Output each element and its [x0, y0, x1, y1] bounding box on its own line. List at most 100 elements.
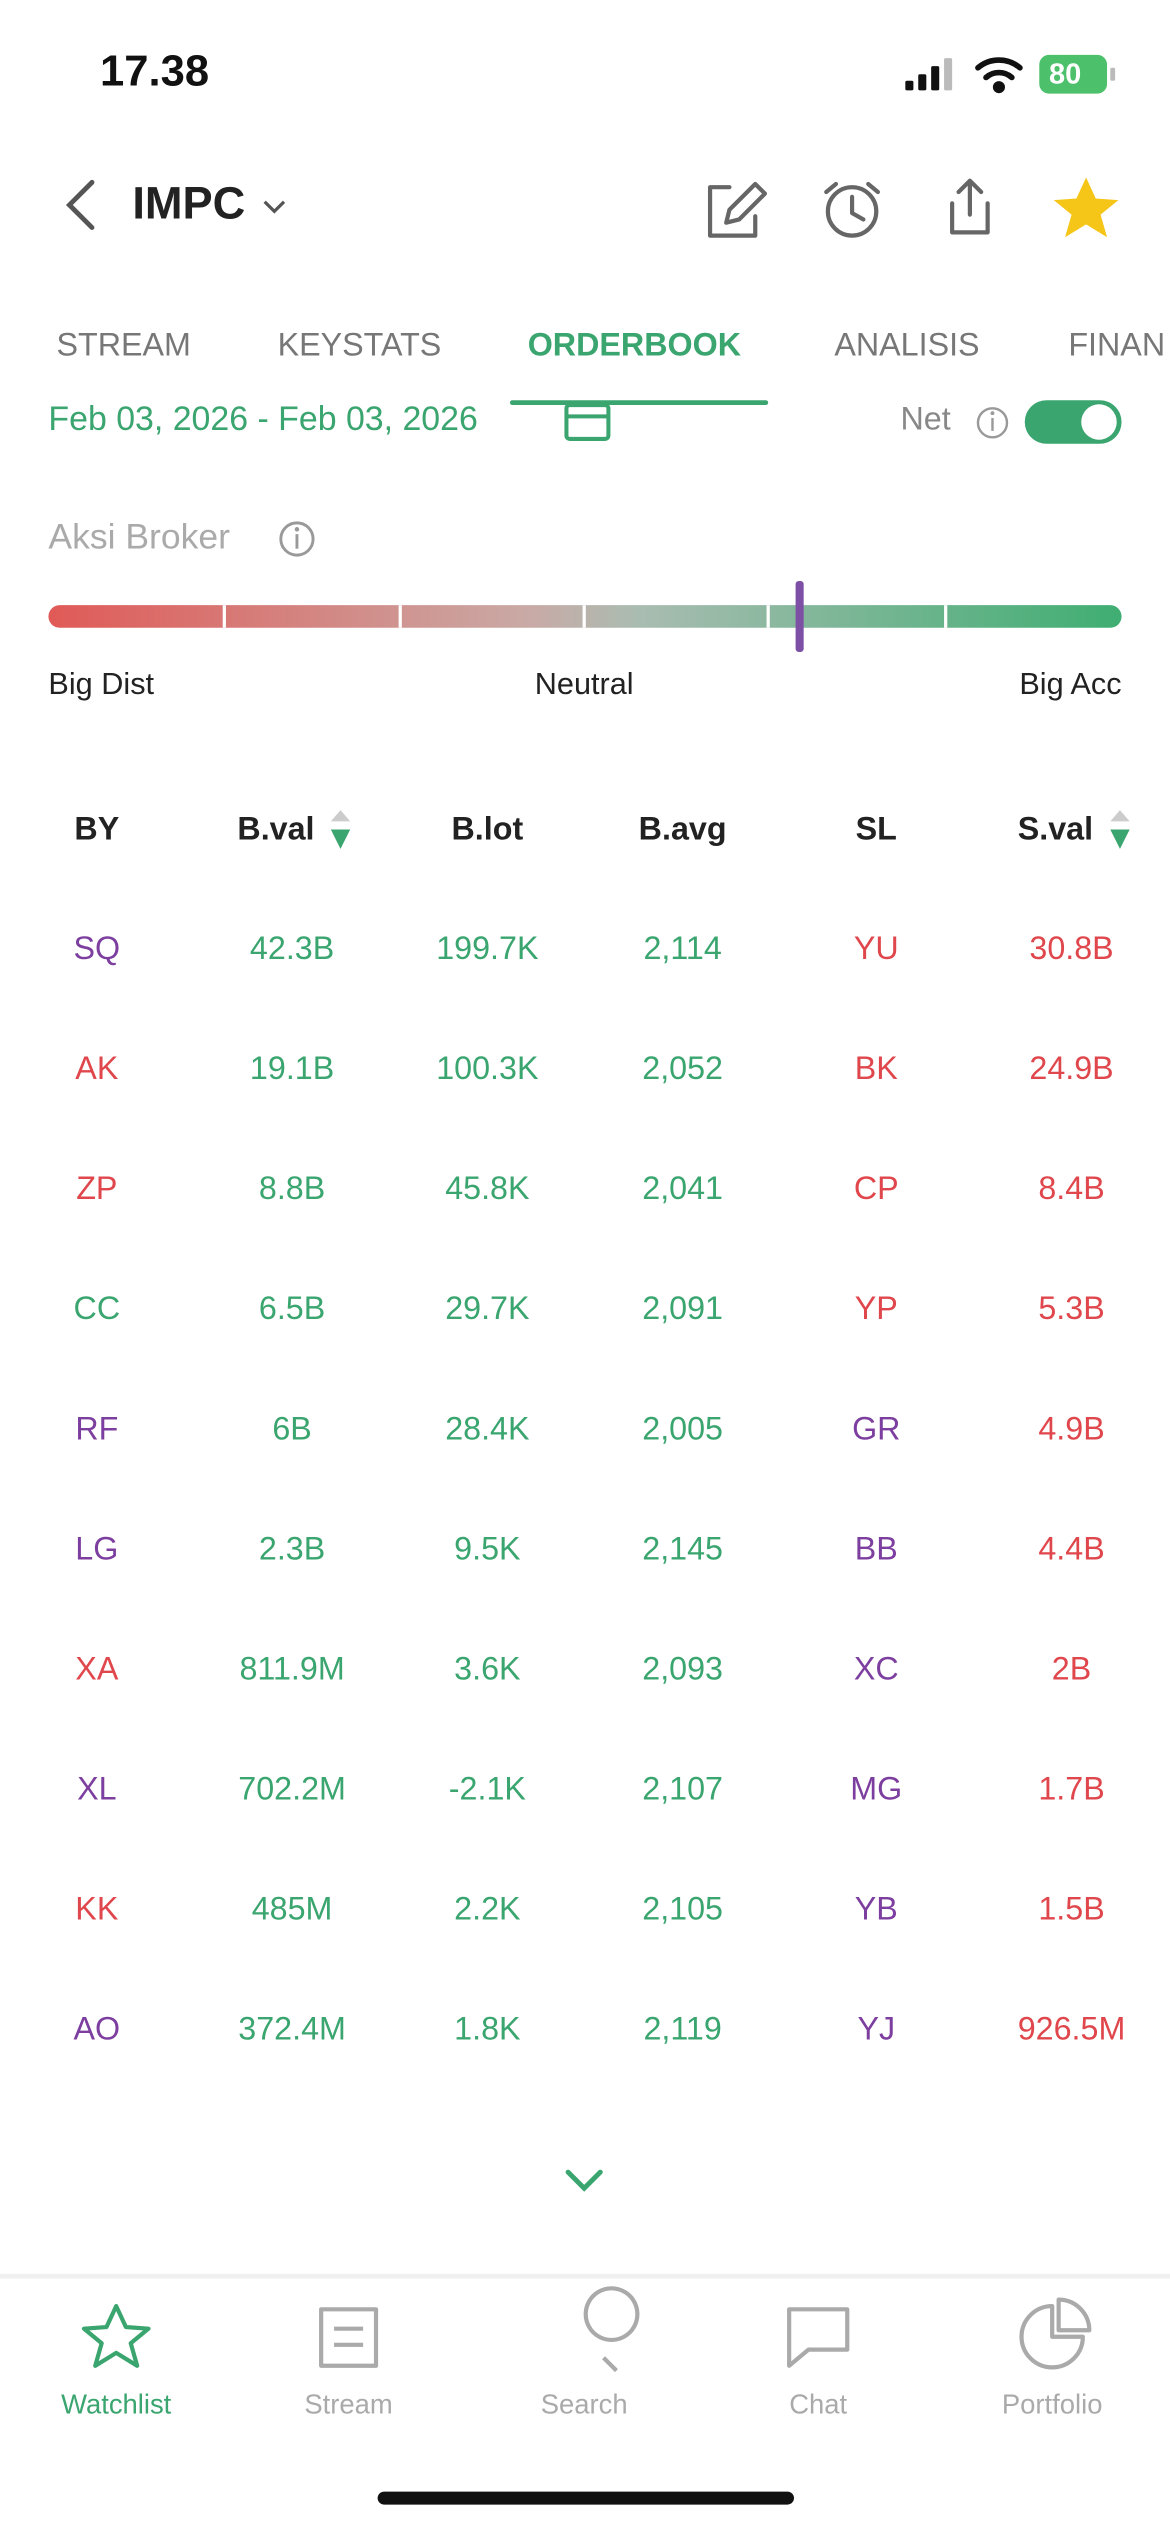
broker-code[interactable]: MG [850, 1770, 902, 1806]
expand-button[interactable] [565, 2169, 603, 2192]
broker-code[interactable]: SQ [74, 930, 121, 966]
cell: 1.8K [454, 2011, 521, 2047]
broker-code[interactable]: GR [852, 1410, 900, 1446]
battery [1039, 54, 1108, 94]
nav-icon[interactable] [319, 2307, 379, 2368]
broker-code[interactable]: KK [75, 1891, 119, 1927]
signal [905, 58, 953, 91]
column-header[interactable]: S.val [1018, 811, 1093, 847]
cell: 1.7B [1038, 1770, 1104, 1806]
cell: 2,119 [643, 2011, 721, 2047]
cell: 2,145 [642, 1530, 723, 1566]
cell: -2.1K [449, 1770, 527, 1806]
aksi-marker [795, 580, 804, 652]
battery-tip [1110, 67, 1116, 81]
cell: 2,091 [642, 1290, 723, 1326]
cell: 29.7K [445, 1290, 530, 1326]
cell: 45.8K [445, 1170, 530, 1206]
info-icon [976, 407, 1009, 439]
column-header: SL [856, 811, 897, 847]
tab[interactable]: FINAN [1068, 326, 1165, 362]
cell: 3.6K [454, 1650, 521, 1686]
aksi-left: Big Dist [48, 667, 154, 701]
cell: 702.2M [238, 1770, 346, 1806]
cell: 8.4B [1038, 1170, 1104, 1206]
cell: 5.3B [1038, 1290, 1104, 1326]
net-label: Net [900, 401, 950, 437]
cell: 2B [1052, 1650, 1091, 1686]
cell: 2,107 [642, 1770, 723, 1806]
nav-label[interactable]: Search [541, 2388, 628, 2419]
aksi-separators [222, 605, 948, 628]
broker-code[interactable]: AO [74, 2011, 121, 2047]
sort-icon[interactable] [1110, 810, 1130, 822]
tab-underline [509, 400, 769, 406]
date-range[interactable]: Feb 03, 2026 - Feb 03, 2026 [48, 400, 477, 438]
broker-code[interactable]: XA [75, 1650, 119, 1686]
nav-icon[interactable] [81, 2303, 151, 2368]
column-header: B.lot [452, 811, 524, 847]
nav-label[interactable]: Watchlist [61, 2388, 172, 2419]
nav-icon[interactable] [1019, 2297, 1092, 2370]
column-header: B.avg [639, 811, 727, 847]
calendar-icon[interactable] [564, 403, 611, 441]
tab[interactable]: ORDERBOOK [528, 326, 741, 362]
toggle-knob [1081, 404, 1117, 440]
favorite-star[interactable] [1053, 177, 1119, 238]
broker-code[interactable]: LG [75, 1530, 118, 1566]
column-header[interactable]: B.val [237, 811, 314, 847]
broker-code[interactable]: YP [855, 1290, 898, 1326]
cell: 6.5B [259, 1290, 325, 1326]
cell: 811.9M [239, 1650, 344, 1686]
broker-code[interactable]: BB [855, 1530, 898, 1566]
cell: 2,005 [642, 1410, 723, 1446]
tab[interactable]: STREAM [56, 326, 190, 362]
edit-icon[interactable] [707, 181, 768, 238]
broker-code[interactable]: XL [77, 1770, 116, 1806]
wifi [975, 57, 1023, 94]
sort-icon[interactable] [330, 810, 351, 822]
net-toggle[interactable] [1024, 400, 1122, 444]
cell: 28.4K [445, 1410, 530, 1446]
nav-icon[interactable] [583, 2286, 640, 2373]
broker-code[interactable]: YJ [857, 2011, 895, 2047]
cell: 6B [272, 1410, 311, 1446]
broker-code[interactable]: YU [854, 930, 899, 966]
nav-icon[interactable] [787, 2307, 850, 2368]
tab[interactable]: KEYSTATS [278, 326, 442, 362]
cell: 19.1B [250, 1050, 334, 1086]
alarm-icon[interactable] [824, 181, 880, 238]
nav-label[interactable]: Chat [789, 2388, 847, 2419]
broker-code[interactable]: RF [75, 1410, 118, 1446]
cell: 2,114 [643, 930, 721, 966]
cell: 42.3B [250, 930, 334, 966]
broker-code[interactable]: BK [855, 1050, 899, 1086]
cell: 8.8B [259, 1170, 325, 1206]
cell: 9.5K [454, 1530, 521, 1566]
back-button[interactable] [65, 179, 95, 230]
sort-icon[interactable] [330, 829, 351, 849]
cell: 372.4M [238, 2011, 346, 2047]
broker-code[interactable]: ZP [76, 1170, 117, 1206]
cell: 199.7K [436, 930, 539, 966]
tab[interactable]: ANALISIS [834, 326, 979, 362]
nav-label[interactable]: Stream [304, 2388, 392, 2419]
cell: 926.5M [1018, 2011, 1126, 2047]
nav-label[interactable]: Portfolio [1002, 2388, 1103, 2419]
battery-level: 80 [1049, 59, 1081, 91]
sort-icon[interactable] [1110, 829, 1130, 849]
broker-code[interactable]: CC [74, 1290, 121, 1326]
broker-code[interactable]: XC [854, 1650, 899, 1686]
broker-code[interactable]: YB [855, 1891, 898, 1927]
cell: 2,052 [642, 1050, 723, 1086]
column-header: BY [74, 811, 119, 847]
time: 17.38 [100, 48, 209, 96]
broker-code[interactable]: CP [854, 1170, 899, 1206]
broker-code[interactable]: AK [75, 1050, 119, 1086]
share-icon[interactable] [950, 178, 990, 235]
ticker-dropdown[interactable] [263, 200, 286, 214]
cell: 4.4B [1038, 1530, 1104, 1566]
ticker[interactable]: IMPC [132, 177, 245, 228]
aksi-title: Aksi Broker [48, 516, 230, 556]
